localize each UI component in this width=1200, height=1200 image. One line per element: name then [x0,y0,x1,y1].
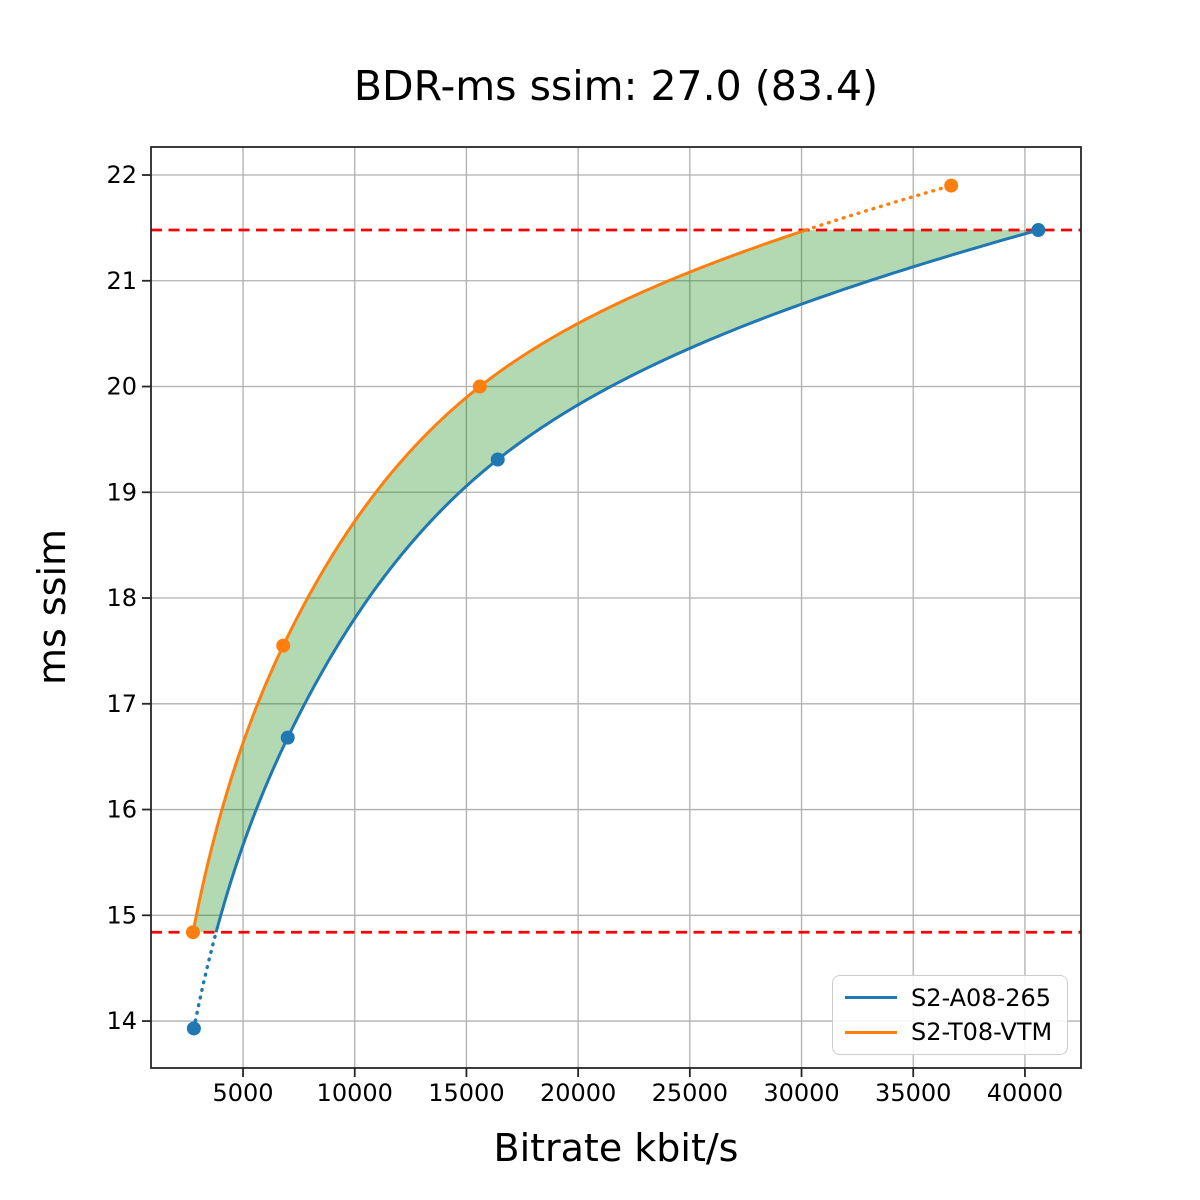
series-curve-s2-t08-vtm [191,228,807,933]
series-dotted-tail-s2-t08-vtm [804,183,953,232]
y-tick-label: 21 [106,267,137,295]
y-tick-label: 16 [106,796,137,824]
data-point-s2-a08-265 [186,1021,201,1036]
x-axis-label: Bitrate kbit/s [493,1126,739,1170]
legend-line-sample-blue [845,996,897,1000]
data-point-s2-t08-vtm [276,638,291,653]
y-tick-label: 20 [106,373,137,401]
x-tick-label: 40000 [987,1079,1063,1107]
data-point-s2-t08-vtm [944,178,959,193]
y-axis-label: ms ssim [30,528,74,686]
y-tick-label: 19 [106,478,137,506]
legend-item-s2-a08-265: S2-A08-265 [833,981,1067,1015]
chart-title: BDR-ms ssim: 27.0 (83.4) [353,62,879,110]
data-point-s2-a08-265 [490,452,505,467]
data-point-s2-t08-vtm [185,925,200,940]
legend-line-sample-orange [845,1030,897,1034]
y-tick-label: 17 [106,690,137,718]
y-tick-label: 22 [106,161,137,189]
y-tick-label: 18 [106,584,137,612]
series-curve-s2-a08-265 [214,228,1039,933]
x-tick-label: 30000 [763,1079,839,1107]
x-tick-label: 25000 [652,1079,728,1107]
data-point-s2-t08-vtm [472,379,487,394]
data-point-s2-a08-265 [280,730,295,745]
x-tick-label: 5000 [213,1079,274,1107]
legend-item-s2-t08-vtm: S2-T08-VTM [833,1015,1067,1049]
axes-frame [150,146,1082,1069]
x-tick-label: 10000 [317,1079,393,1107]
x-tick-label: 15000 [428,1079,504,1107]
series-dotted-tail-s2-a08-265 [192,930,218,1031]
y-tick-label: 15 [106,901,137,929]
x-tick-label: 35000 [875,1079,951,1107]
legend: S2-A08-265 S2-T08-VTM [832,975,1068,1055]
x-tick-label: 20000 [540,1079,616,1107]
fill-between-region [193,230,1039,933]
y-tick-label: 14 [106,1007,137,1035]
legend-label: S2-T08-VTM [911,1018,1053,1047]
legend-label: S2-A08-265 [911,983,1052,1012]
data-point-s2-a08-265 [1031,223,1046,238]
